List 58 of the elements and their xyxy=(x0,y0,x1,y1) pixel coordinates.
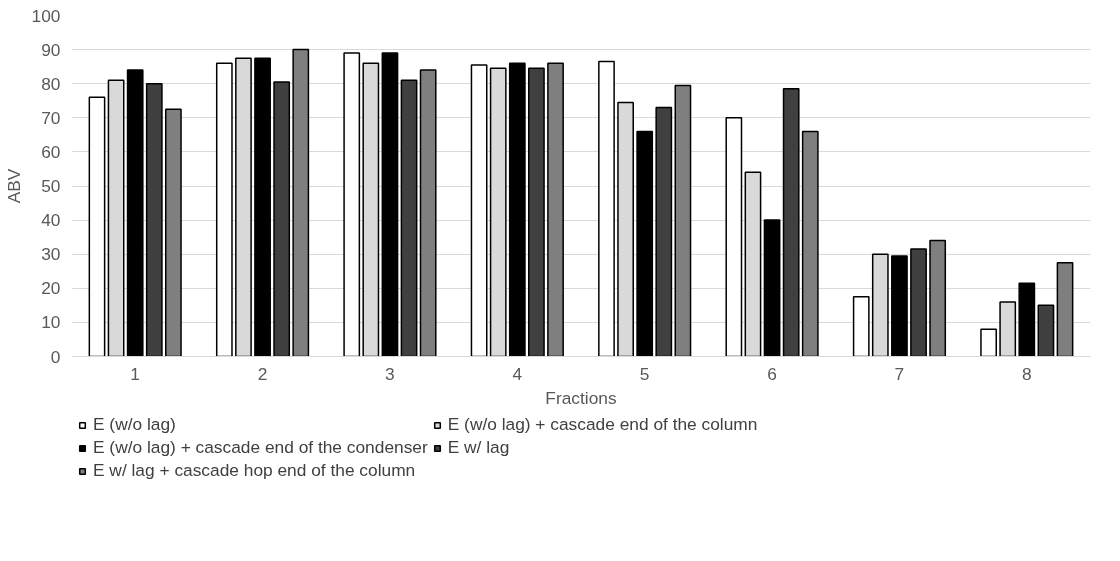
legend-label: E (w/o lag) + cascade end of the condenser xyxy=(93,437,428,458)
bar xyxy=(636,130,654,357)
y-axis-title: ABV xyxy=(3,168,24,204)
bar xyxy=(852,296,870,357)
y-tick-label: 80 xyxy=(41,73,61,94)
bar xyxy=(725,117,743,357)
bar xyxy=(929,239,947,357)
x-tick-label: 8 xyxy=(1021,363,1032,384)
y-tick-label: 90 xyxy=(41,39,61,60)
bar xyxy=(254,57,271,357)
y-tick-label: 20 xyxy=(41,278,61,299)
y-tick-label: 100 xyxy=(31,5,61,26)
bar xyxy=(1056,261,1074,357)
bar xyxy=(763,219,781,357)
bar xyxy=(528,67,545,357)
x-tick-label: 2 xyxy=(257,363,268,384)
x-tick-label: 7 xyxy=(894,363,905,384)
legend-label: E (w/o lag) + cascade end of the column xyxy=(447,414,758,435)
bar xyxy=(292,48,310,357)
bar xyxy=(598,60,615,357)
x-tick-label: 4 xyxy=(512,363,523,384)
legend-label: E w/ lag + cascade hop end of the column xyxy=(93,460,416,481)
y-tick-label: 40 xyxy=(41,210,61,231)
bar xyxy=(165,108,182,357)
legend-label: E w/ lag xyxy=(447,437,510,458)
y-tick-label: 50 xyxy=(41,176,61,196)
x-axis-title: Fractions xyxy=(545,387,617,408)
bar xyxy=(273,81,291,357)
bar xyxy=(343,52,361,357)
bar xyxy=(1037,304,1055,357)
y-tick-label: 70 xyxy=(41,107,61,128)
bar xyxy=(88,96,106,357)
x-tick-label: 5 xyxy=(639,363,650,384)
bar xyxy=(655,106,673,357)
bar xyxy=(910,248,927,357)
bar xyxy=(419,69,437,357)
x-tick-label: 3 xyxy=(385,363,395,384)
x-tick-label: 6 xyxy=(767,363,777,384)
bar xyxy=(674,84,692,357)
bar xyxy=(126,69,144,357)
x-tick-label: 1 xyxy=(130,363,141,384)
bar xyxy=(400,79,418,357)
bar xyxy=(508,62,526,357)
bar xyxy=(1018,282,1036,357)
bar xyxy=(547,62,564,357)
bar xyxy=(980,328,997,357)
bar xyxy=(381,52,399,357)
y-tick-label: 0 xyxy=(50,346,61,367)
bar xyxy=(145,82,163,357)
bar xyxy=(891,255,908,357)
y-tick-label: 60 xyxy=(41,141,61,162)
y-tick-label: 10 xyxy=(41,312,61,333)
bar xyxy=(782,88,800,357)
y-tick-label: 30 xyxy=(41,244,61,265)
bar xyxy=(801,130,819,357)
bar xyxy=(470,64,488,357)
bar xyxy=(215,62,233,357)
legend-label: E (w/o lag) xyxy=(93,414,176,435)
